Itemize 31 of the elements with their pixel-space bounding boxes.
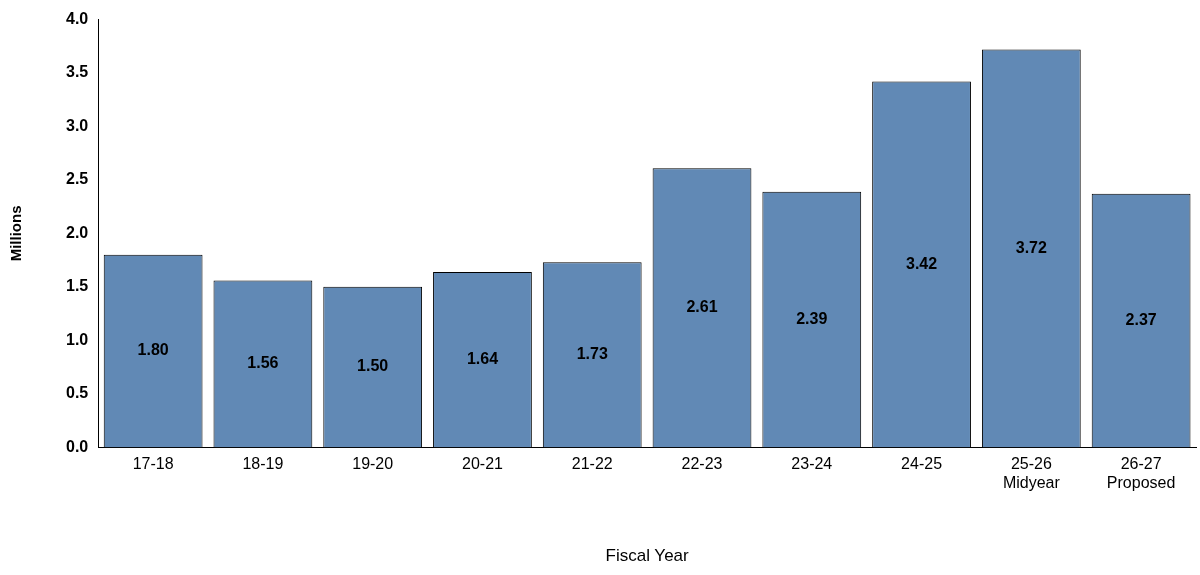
x-tick-label: 20-21 [462,455,504,473]
y-tick-label: 0.5 [65,384,89,402]
y-axis-title: Millions [7,205,25,262]
y-tick-label: 0.0 [65,437,89,455]
y-tick-label: 2.0 [65,223,89,241]
data-label: 1.80 [137,341,169,359]
data-label: 3.72 [1015,238,1048,256]
y-tick-label: 3.0 [65,116,89,134]
y-tick-label: 3.5 [65,63,89,81]
y-tick-label: 1.5 [65,277,89,295]
data-label: 1.73 [576,345,608,363]
x-tick-label: 21-22 [571,455,613,473]
data-label: 2.37 [1125,310,1157,328]
data-label: 2.61 [686,298,718,316]
x-tick-label: 18-19 [242,455,284,473]
data-label: 2.39 [796,309,828,327]
x-tick-label: 26-27 Proposed [1106,455,1176,492]
data-label: 1.64 [466,349,499,367]
data-label: 1.50 [357,357,389,375]
y-tick-label: 4.0 [65,10,89,28]
x-tick-label: 24-25 [901,455,943,473]
y-tick-label: 2.5 [65,170,89,188]
x-axis-title: Fiscal Year [605,546,690,566]
x-tick-label: 23-24 [791,455,833,473]
x-tick-label: 17-18 [132,455,174,473]
x-tick-label: 25-26 Midyear [1002,455,1061,492]
y-tick-label: 1.0 [65,330,89,348]
x-tick-label: 19-20 [352,455,394,473]
data-label: 3.42 [905,254,938,272]
x-tick-label: 22-23 [681,455,723,473]
data-label: 1.56 [247,354,279,372]
